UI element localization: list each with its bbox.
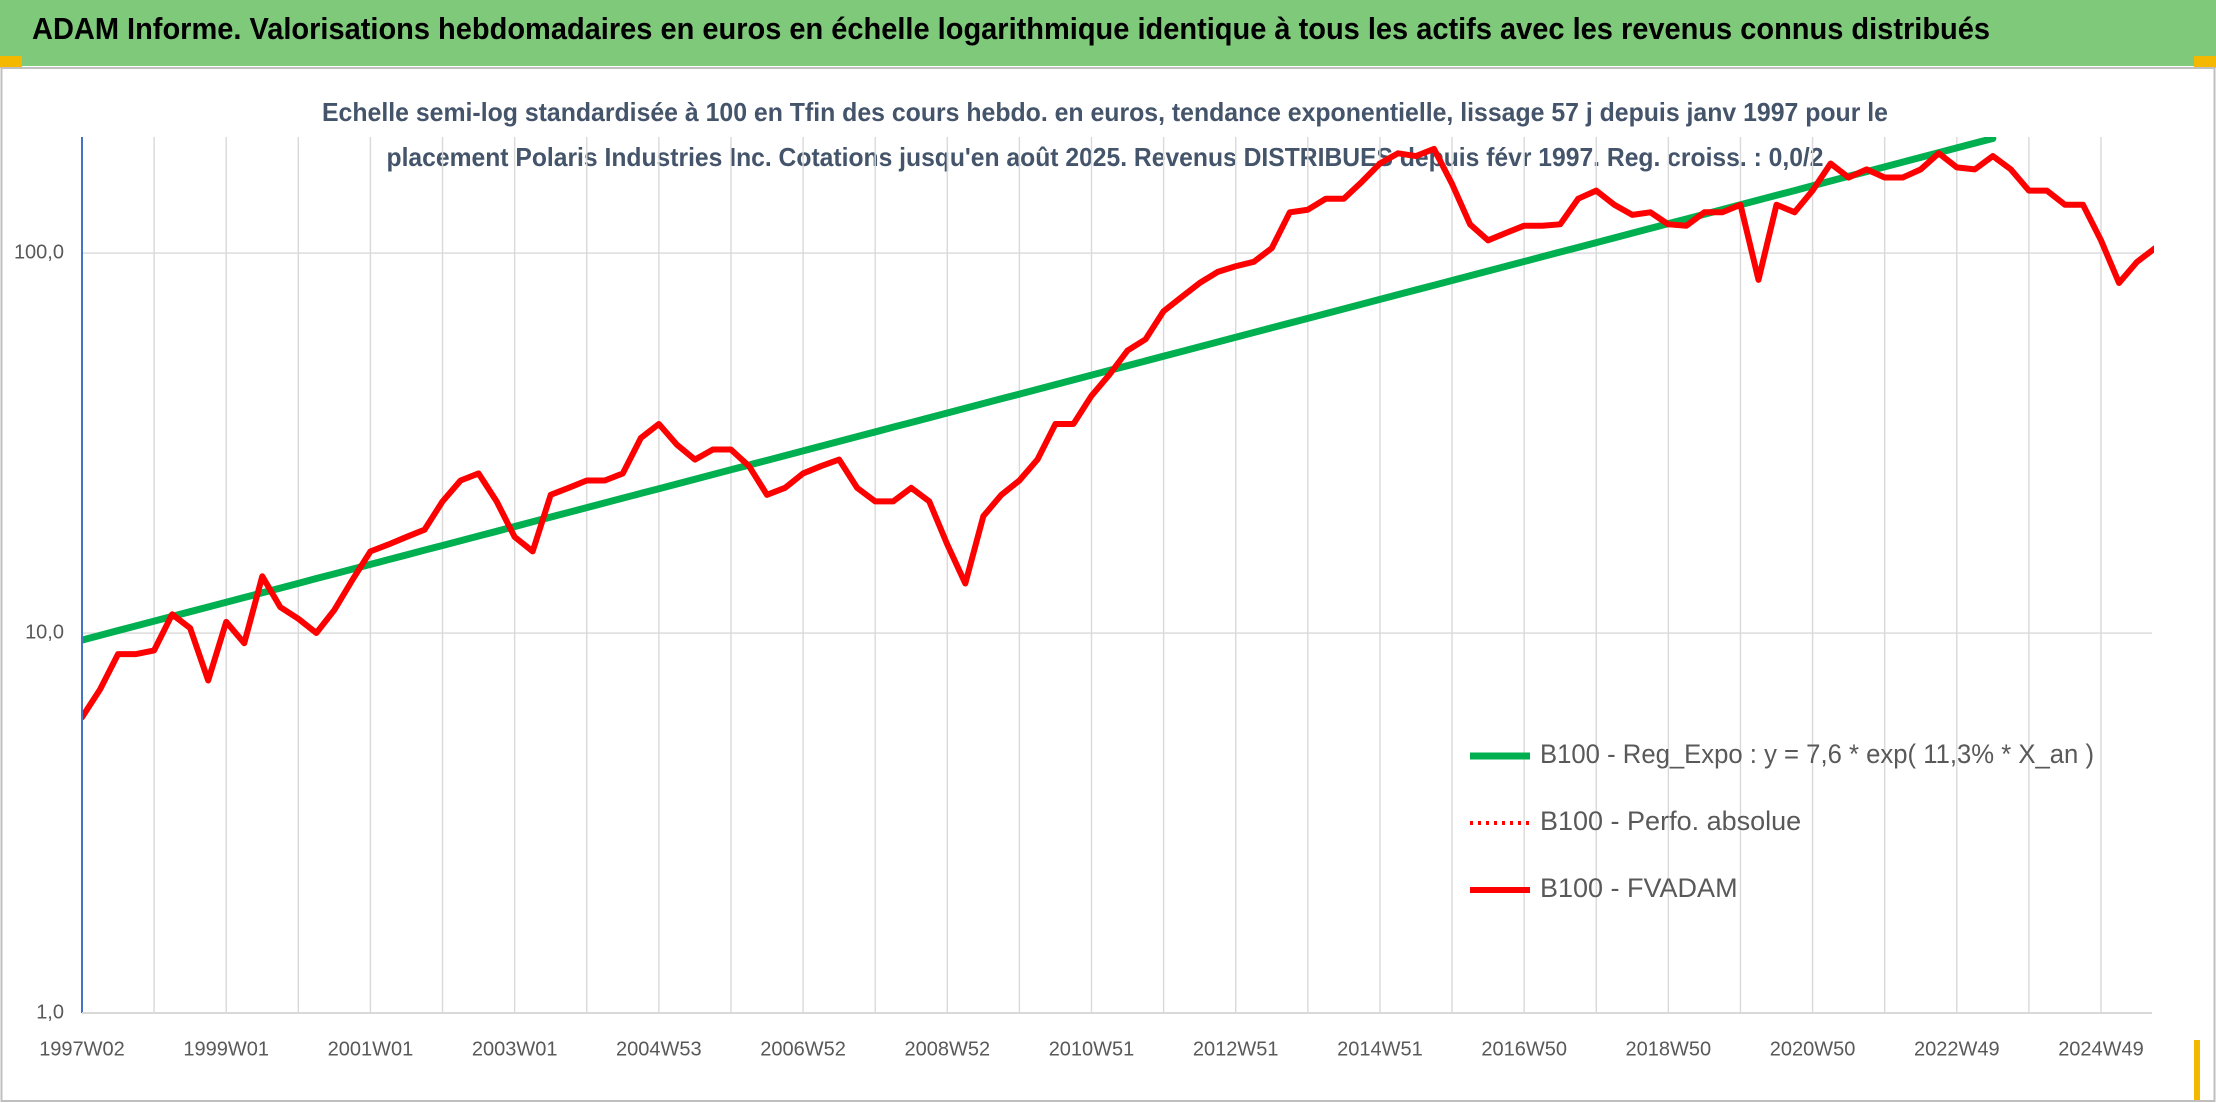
x-tick-label: 1999W01 <box>183 1038 269 1060</box>
x-tick-label: 2024W49 <box>2058 1038 2144 1060</box>
chart-border <box>0 67 2216 1102</box>
x-tick-label: 2010W51 <box>1049 1038 1135 1060</box>
series-line <box>82 145 2154 721</box>
chart-title: ADAM Informe. Valorisations hebdomadaire… <box>32 11 1990 46</box>
chart-subtitle: Echelle semi-log standardisée à 100 en T… <box>322 97 1888 127</box>
x-tick-label: 2012W51 <box>1193 1038 1279 1060</box>
x-tick-label: 2014W51 <box>1337 1038 1423 1060</box>
x-tick-label: 2020W50 <box>1770 1038 1856 1060</box>
title-bar <box>0 0 2216 66</box>
corner-mark <box>0 56 22 68</box>
x-tick-label: 2018W50 <box>1626 1038 1712 1060</box>
x-tick-label: 2001W01 <box>328 1038 414 1060</box>
grid <box>81 137 2152 1014</box>
y-tick-label: 100,0 <box>14 241 64 263</box>
legend-label: B100 - Reg_Expo : y = 7,6 * exp( 11,3% *… <box>1540 739 2094 769</box>
plot-area <box>82 137 2154 721</box>
axes: 1,0 10,0 100,0 1997W02 1999W01 2001W01 2003W01… <box>14 137 2152 1060</box>
y-tick-label: 10,0 <box>25 621 64 643</box>
x-tick-label: 2003W01 <box>472 1038 558 1060</box>
x-tick-label: 2006W52 <box>760 1038 846 1060</box>
legend: B100 - Reg_Expo : y = 7,6 * exp( 11,3% *… <box>1470 739 2094 903</box>
chart-subtitle: placement Polaris Industries Inc. Cotati… <box>387 142 1824 172</box>
x-tick-label: 2008W52 <box>904 1038 990 1060</box>
x-tick-label: 1997W02 <box>39 1038 125 1060</box>
legend-label: B100 - Perfo. absolue <box>1540 806 1801 836</box>
legend-label: B100 - FVADAM <box>1540 873 1738 903</box>
corner-mark <box>2194 56 2216 68</box>
corner-mark <box>2194 1040 2200 1100</box>
y-tick-label: 1,0 <box>36 1001 64 1023</box>
x-tick-label: 2004W53 <box>616 1038 702 1060</box>
x-tick-label: 2016W50 <box>1481 1038 1567 1060</box>
x-tick-label: 2022W49 <box>1914 1038 2000 1060</box>
